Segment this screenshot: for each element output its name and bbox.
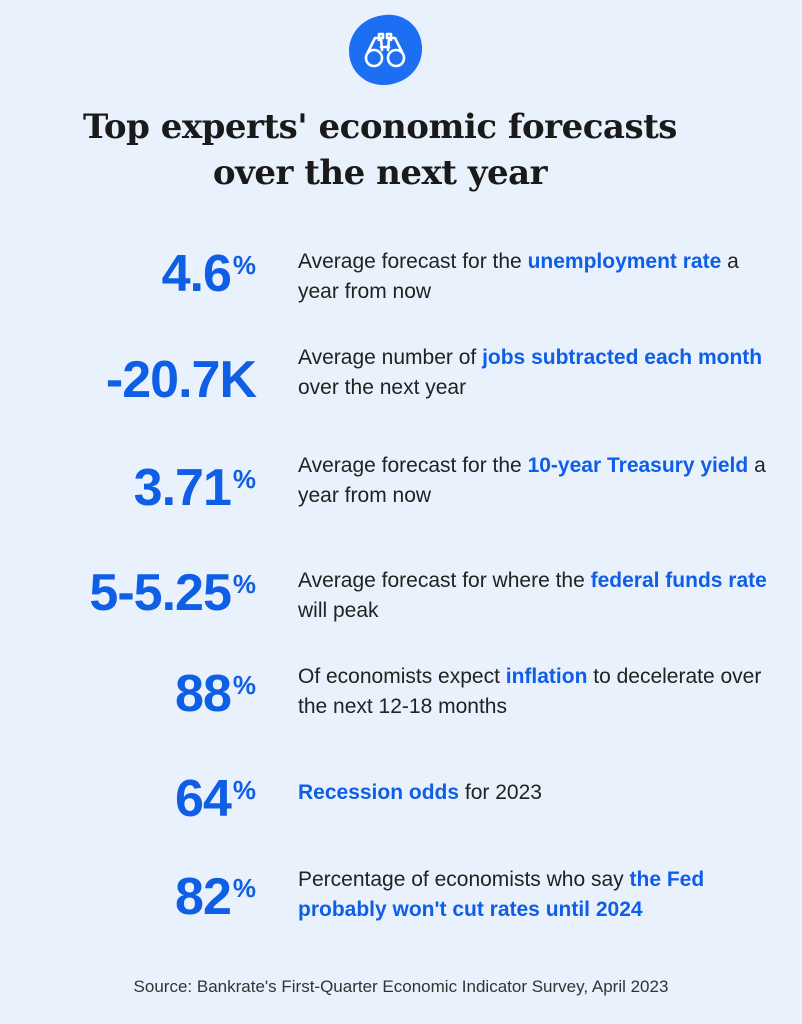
desc-text: Average forecast for the [298, 250, 528, 273]
desc-text: Average number of [298, 346, 483, 369]
desc-highlight: jobs subtracted each month [482, 346, 763, 369]
stat-unit: % [232, 464, 256, 494]
stat-value: 3.71% [134, 462, 256, 514]
desc-highlight: Recession odds [298, 781, 460, 804]
desc-text: for 2023 [459, 781, 542, 804]
stat-description: Average forecast for the 10-year Treasur… [298, 451, 768, 511]
desc-text: Percentage of economists who say [298, 868, 630, 891]
desc-text: Of economists expect [298, 665, 506, 688]
binoculars-icon [349, 14, 423, 86]
stat-unit: % [232, 775, 256, 805]
stat-description: Recession odds for 2023 [298, 778, 768, 808]
stat-description: Of economists expect inflation to decele… [298, 662, 768, 722]
desc-highlight: 10-year Treasury yield [527, 454, 749, 477]
stat-number: 5-5.25 [89, 564, 231, 622]
stat-unit: % [232, 569, 256, 599]
desc-highlight: unemployment rate [527, 250, 722, 273]
stat-number: 3.71 [133, 459, 232, 517]
stat-value: 5-5.25% [89, 567, 256, 619]
stat-value: 64% [175, 773, 256, 825]
stat-description: Average forecast for where the federal f… [298, 566, 768, 626]
desc-text: a year from now [298, 454, 766, 507]
desc-text: will peak [298, 599, 379, 622]
desc-highlight: the Fed probably won't cut rates until 2… [298, 868, 705, 921]
stat-number: 64 [175, 770, 232, 828]
title-line-2: over the next year [212, 153, 548, 193]
stat-number: 4.6 [161, 245, 232, 303]
stat-value: 82% [175, 871, 256, 923]
stat-number: 82 [175, 868, 232, 926]
desc-text: a year from now [298, 250, 739, 303]
desc-text: Average forecast for where the [298, 569, 591, 592]
stat-unit: % [232, 250, 256, 280]
stat-description: Average number of jobs subtracted each m… [298, 343, 768, 403]
desc-text: Average forecast for the [298, 454, 528, 477]
stat-value: 4.6% [162, 248, 256, 300]
stat-description: Average forecast for the unemployment ra… [298, 247, 768, 307]
page-title: Top experts' economic forecasts over the… [0, 104, 760, 196]
desc-text: over the next year [298, 376, 467, 399]
stat-unit: % [232, 670, 256, 700]
desc-text: to decelerate over the next 12-18 months [298, 665, 762, 718]
source-note: Source: Bankrate's First-Quarter Economi… [133, 977, 669, 996]
stat-number: -20.7K [105, 351, 257, 409]
stat-description: Percentage of economists who say the Fed… [298, 865, 768, 925]
desc-highlight: federal funds rate [590, 569, 767, 592]
stat-unit: % [232, 873, 256, 903]
stat-value: 88% [175, 668, 256, 720]
title-line-1: Top experts' economic forecasts [83, 107, 677, 147]
stat-number: 88 [175, 665, 232, 723]
desc-highlight: inflation [505, 665, 588, 688]
stat-value: -20.7K [105, 351, 257, 409]
